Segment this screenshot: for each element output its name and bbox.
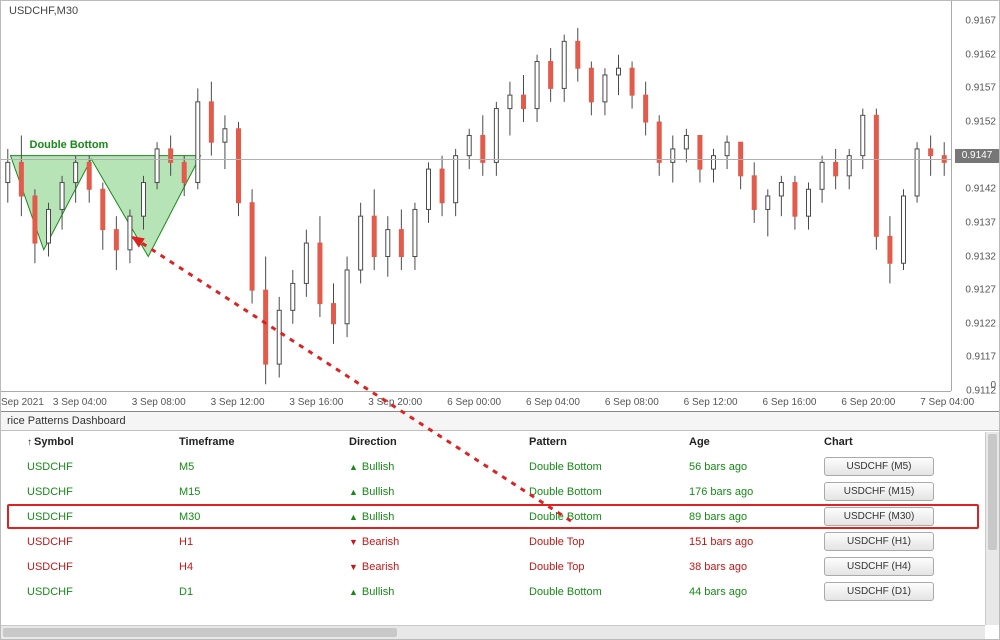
cell-direction: Bearish: [349, 536, 529, 548]
cell-age: 89 bars ago: [689, 511, 824, 523]
cell-direction: Bullish: [349, 461, 529, 473]
cell-pattern: Double Bottom: [529, 486, 689, 498]
dashboard-row[interactable]: USDCHFM30BullishDouble Bottom89 bars ago…: [1, 504, 985, 529]
cell-direction: Bullish: [349, 486, 529, 498]
cell-direction: Bullish: [349, 511, 529, 523]
cell-chart: USDCHF (H4): [824, 557, 944, 576]
col-header-chart[interactable]: Chart: [824, 436, 944, 448]
cell-timeframe: D1: [179, 586, 349, 598]
cell-symbol: USDCHF: [9, 561, 179, 573]
open-chart-button[interactable]: USDCHF (M15): [824, 482, 934, 501]
cell-direction: Bearish: [349, 561, 529, 573]
cell-timeframe: M30: [179, 511, 349, 523]
cell-pattern: Double Bottom: [529, 586, 689, 598]
cell-symbol: USDCHF: [9, 486, 179, 498]
dashboard-rows: USDCHFM5BullishDouble Bottom56 bars agoU…: [1, 454, 985, 604]
dashboard-header-row: Symbol Timeframe Direction Pattern Age C…: [1, 432, 985, 454]
chart-panel[interactable]: USDCHF,M30 Double Bottom 0.91120.91170.9…: [1, 1, 999, 411]
dashboard-row[interactable]: USDCHFM15BullishDouble Bottom176 bars ag…: [1, 479, 985, 504]
dashboard-row[interactable]: USDCHFH4BearishDouble Top38 bars agoUSDC…: [1, 554, 985, 579]
open-chart-button[interactable]: USDCHF (D1): [824, 582, 934, 601]
dashboard-row[interactable]: USDCHFH1BearishDouble Top151 bars agoUSD…: [1, 529, 985, 554]
cell-symbol: USDCHF: [9, 586, 179, 598]
cell-timeframe: H4: [179, 561, 349, 573]
dashboard-hscrollbar[interactable]: [1, 625, 985, 639]
cell-chart: USDCHF (H1): [824, 532, 944, 551]
cell-pattern: Double Bottom: [529, 511, 689, 523]
cell-age: 151 bars ago: [689, 536, 824, 548]
col-header-timeframe[interactable]: Timeframe: [179, 436, 349, 448]
time-axis: Sep 20213 Sep 04:003 Sep 08:003 Sep 12:0…: [1, 391, 951, 411]
app-window: USDCHF,M30 Double Bottom 0.91120.91170.9…: [0, 0, 1000, 640]
cell-timeframe: M5: [179, 461, 349, 473]
cell-direction: Bullish: [349, 586, 529, 598]
open-chart-button[interactable]: USDCHF (H4): [824, 557, 934, 576]
cell-symbol: USDCHF: [9, 536, 179, 548]
dashboard-row[interactable]: USDCHFM5BullishDouble Bottom56 bars agoU…: [1, 454, 985, 479]
vscroll-thumb[interactable]: [988, 434, 997, 550]
dashboard-title: rice Patterns Dashboard: [1, 412, 999, 431]
cell-age: 56 bars ago: [689, 461, 824, 473]
candlestick-svg: [1, 1, 951, 391]
price-axis: 0.91120.91170.91220.91270.91320.91370.91…: [951, 1, 999, 391]
dashboard-row[interactable]: USDCHFD1BullishDouble Bottom44 bars agoU…: [1, 579, 985, 604]
dashboard-body: Symbol Timeframe Direction Pattern Age C…: [1, 432, 985, 625]
open-chart-button[interactable]: USDCHF (H1): [824, 532, 934, 551]
cell-symbol: USDCHF: [9, 461, 179, 473]
hscroll-thumb[interactable]: [3, 628, 397, 637]
open-chart-button[interactable]: USDCHF (M30): [824, 507, 934, 526]
col-header-pattern[interactable]: Pattern: [529, 436, 689, 448]
cell-symbol: USDCHF: [9, 511, 179, 523]
dashboard-vscrollbar[interactable]: [985, 432, 999, 625]
cell-chart: USDCHF (D1): [824, 582, 944, 601]
current-price-tag: 0.9147: [955, 149, 999, 163]
current-price-line: [1, 159, 951, 160]
cell-age: 44 bars ago: [689, 586, 824, 598]
patterns-dashboard: rice Patterns Dashboard Symbol Timeframe…: [1, 411, 999, 639]
open-chart-button[interactable]: USDCHF (M5): [824, 457, 934, 476]
col-header-symbol[interactable]: Symbol: [9, 436, 179, 448]
cell-timeframe: M15: [179, 486, 349, 498]
cell-age: 38 bars ago: [689, 561, 824, 573]
cell-chart: USDCHF (M30): [824, 507, 944, 526]
cell-chart: USDCHF (M15): [824, 482, 944, 501]
cell-pattern: Double Top: [529, 561, 689, 573]
cell-pattern: Double Bottom: [529, 461, 689, 473]
chart-canvas[interactable]: Double Bottom: [1, 1, 951, 391]
col-header-age[interactable]: Age: [689, 436, 824, 448]
cell-pattern: Double Top: [529, 536, 689, 548]
cell-chart: USDCHF (M5): [824, 457, 944, 476]
pattern-label: Double Bottom: [30, 139, 109, 151]
col-header-direction[interactable]: Direction: [349, 436, 529, 448]
cell-timeframe: H1: [179, 536, 349, 548]
cell-age: 176 bars ago: [689, 486, 824, 498]
